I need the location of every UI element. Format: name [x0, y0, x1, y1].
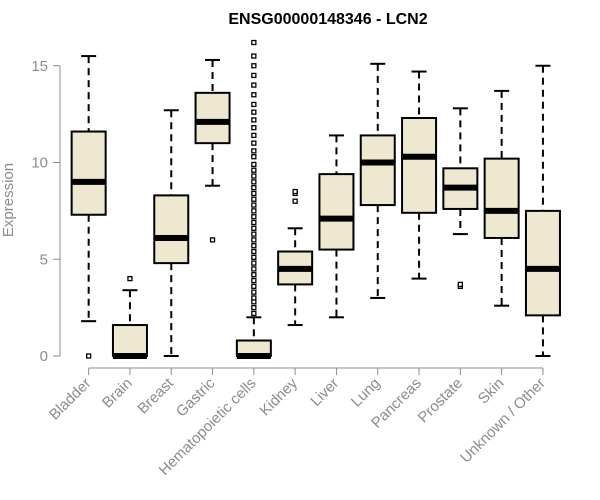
box-iqr: [524, 209, 561, 317]
outlier-point: [251, 214, 257, 220]
x-tick-label: Breast: [134, 374, 177, 417]
outlier-point: [251, 39, 257, 46]
box-group: [235, 39, 272, 359]
box-iqr: [153, 194, 190, 265]
outlier-point: [251, 148, 257, 154]
outlier-point: [251, 260, 257, 266]
x-tick-label: Bladder: [46, 375, 95, 424]
outlier-point: [251, 304, 257, 311]
box-group: [194, 58, 231, 243]
box-group: [524, 64, 561, 357]
outlier-point: [251, 254, 257, 260]
outlier-point: [251, 248, 257, 255]
outlier-point: [251, 231, 257, 237]
outlier-point: [251, 161, 257, 168]
box-group: [153, 109, 190, 357]
outlier-point: [251, 132, 257, 139]
x-tick-label: Brain: [99, 375, 136, 412]
outlier-point: [292, 188, 298, 195]
outlier-point: [251, 173, 257, 179]
outlier-point: [251, 185, 257, 191]
outlier-point: [251, 208, 257, 214]
outlier-point: [251, 266, 257, 272]
boxes-layer: [70, 39, 561, 359]
outlier-point: [251, 272, 257, 278]
box-group: [359, 62, 396, 299]
outlier-point: [251, 219, 257, 226]
outlier-point: [292, 198, 298, 204]
outlier-point: [251, 190, 257, 197]
box-group: [277, 188, 314, 327]
outlier-point: [251, 295, 257, 301]
box-iqr: [483, 157, 520, 239]
outlier-point: [251, 72, 257, 79]
outlier-point: [251, 82, 257, 88]
outlier-point: [251, 196, 257, 202]
y-tick-label: 10: [31, 155, 48, 172]
outlier-point: [251, 243, 257, 249]
box-iqr: [194, 91, 231, 145]
chart-title: ENSG00000148346 - LCN2: [228, 11, 427, 28]
outlier-point: [251, 101, 257, 108]
outlier-point: [251, 179, 257, 185]
x-tick-label: Prostate: [415, 375, 467, 427]
box-group: [483, 89, 520, 307]
y-axis-label: Expression: [0, 163, 17, 237]
outlier-point: [251, 63, 257, 69]
outlier-point: [251, 53, 257, 59]
box-iqr: [359, 134, 396, 207]
outlier-point: [251, 125, 257, 131]
outlier-point: [251, 289, 257, 295]
box-group: [401, 70, 438, 280]
outlier-point: [251, 277, 257, 284]
outlier-point: [251, 167, 257, 173]
outlier-point: [251, 310, 257, 317]
box-group: [111, 275, 148, 359]
y-tick-label: 15: [31, 58, 48, 75]
box-iqr: [401, 116, 438, 214]
x-tick-label: Liver: [307, 375, 342, 410]
x-tick-label: Lung: [348, 375, 384, 411]
outlier-point: [127, 275, 133, 282]
box-group: [318, 134, 355, 319]
outlier-point: [251, 202, 257, 208]
box-iqr: [318, 173, 355, 251]
outlier-point: [209, 237, 216, 243]
outlier-point: [251, 117, 257, 123]
outlier-point: [457, 281, 464, 288]
outlier-point: [251, 109, 257, 115]
box-iqr: [111, 324, 148, 358]
y-tick-label: 5: [40, 251, 48, 268]
box-group: [442, 107, 479, 289]
y-axis: 0 5 10 15: [31, 58, 61, 365]
outlier-point: [251, 225, 257, 231]
box-group: [70, 55, 107, 359]
outlier-point: [251, 283, 257, 289]
outlier-point: [251, 154, 257, 160]
outlier-point: [251, 92, 257, 98]
outlier-point: [251, 237, 257, 243]
outlier-point: [251, 140, 257, 146]
box-iqr: [70, 130, 107, 216]
x-tick-label: Skin: [475, 375, 508, 408]
y-tick-label: 0: [40, 348, 48, 365]
outlier-point: [86, 353, 92, 359]
x-tick-label: Kidney: [257, 374, 302, 419]
